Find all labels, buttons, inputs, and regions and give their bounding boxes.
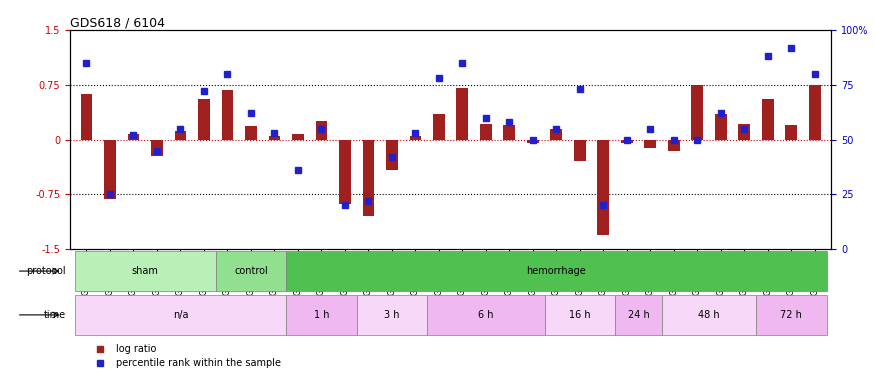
- Bar: [151, 140, 163, 156]
- Bar: [762, 99, 774, 140]
- Bar: [245, 126, 256, 140]
- FancyBboxPatch shape: [74, 295, 286, 334]
- Text: GDS618 / 6104: GDS618 / 6104: [70, 17, 165, 30]
- Text: 3 h: 3 h: [384, 310, 400, 320]
- FancyBboxPatch shape: [286, 295, 357, 334]
- Text: hemorrhage: hemorrhage: [527, 266, 586, 276]
- Bar: [550, 129, 563, 140]
- FancyBboxPatch shape: [215, 251, 286, 291]
- Text: percentile rank within the sample: percentile rank within the sample: [116, 358, 281, 368]
- Bar: [527, 140, 539, 143]
- Bar: [598, 140, 609, 234]
- Bar: [645, 140, 656, 148]
- Bar: [221, 90, 234, 140]
- Text: 16 h: 16 h: [569, 310, 591, 320]
- FancyBboxPatch shape: [427, 295, 544, 334]
- FancyBboxPatch shape: [286, 251, 827, 291]
- Bar: [386, 140, 398, 170]
- Bar: [339, 140, 351, 204]
- FancyBboxPatch shape: [756, 295, 827, 334]
- Bar: [738, 123, 750, 140]
- Bar: [786, 125, 797, 140]
- Bar: [715, 114, 727, 140]
- Text: time: time: [44, 310, 66, 320]
- Bar: [457, 88, 468, 140]
- Bar: [574, 140, 585, 162]
- Bar: [808, 85, 821, 140]
- Bar: [292, 134, 304, 140]
- Bar: [269, 136, 280, 140]
- Bar: [433, 114, 444, 140]
- FancyBboxPatch shape: [662, 295, 756, 334]
- Text: protocol: protocol: [26, 266, 66, 276]
- Text: 6 h: 6 h: [478, 310, 494, 320]
- Text: sham: sham: [132, 266, 158, 276]
- Bar: [621, 140, 633, 143]
- FancyBboxPatch shape: [615, 295, 662, 334]
- Bar: [80, 94, 93, 140]
- FancyBboxPatch shape: [74, 251, 215, 291]
- Bar: [668, 140, 680, 150]
- Text: 24 h: 24 h: [627, 310, 649, 320]
- FancyBboxPatch shape: [357, 295, 427, 334]
- Text: 48 h: 48 h: [698, 310, 720, 320]
- Bar: [480, 123, 492, 140]
- Text: log ratio: log ratio: [116, 344, 156, 354]
- Bar: [128, 134, 139, 140]
- Text: 72 h: 72 h: [780, 310, 802, 320]
- Bar: [691, 85, 704, 140]
- Bar: [410, 136, 421, 140]
- Bar: [198, 99, 210, 140]
- Bar: [104, 140, 116, 200]
- FancyBboxPatch shape: [544, 295, 615, 334]
- Text: control: control: [234, 266, 268, 276]
- Bar: [362, 140, 374, 216]
- Text: n/a: n/a: [172, 310, 188, 320]
- Bar: [174, 131, 186, 140]
- Bar: [503, 125, 515, 140]
- Bar: [316, 122, 327, 140]
- Text: 1 h: 1 h: [313, 310, 329, 320]
